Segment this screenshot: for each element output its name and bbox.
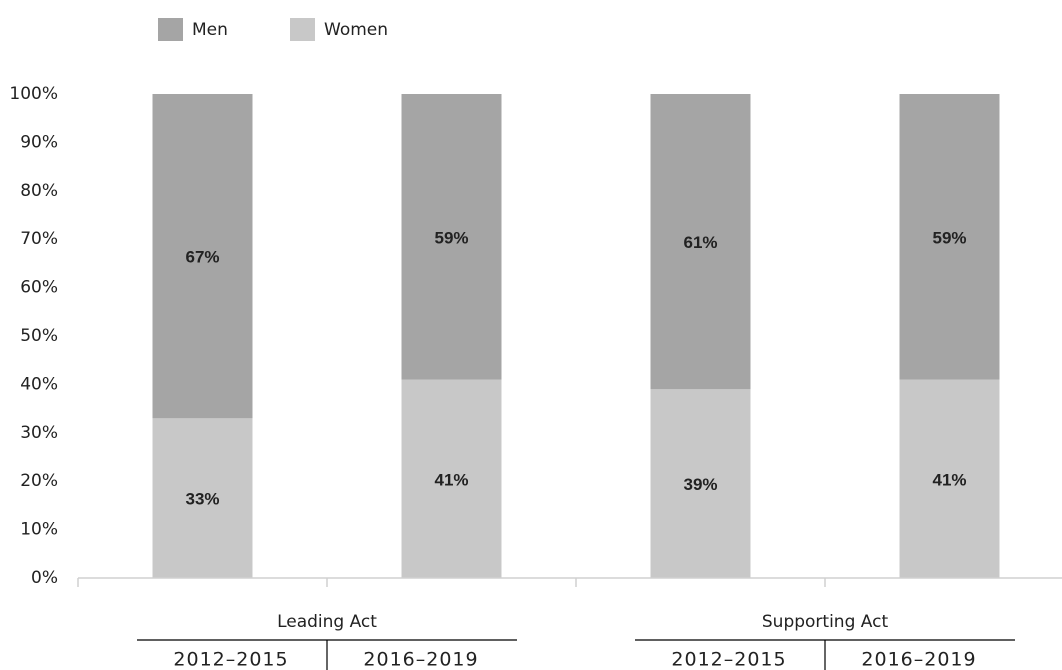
data-label: 33%	[185, 490, 219, 509]
bar-segment	[401, 94, 502, 380]
legend-label: Women	[324, 20, 388, 40]
x-tick-label: 2016–2019	[861, 649, 976, 670]
y-tick-label: 90%	[20, 132, 58, 152]
data-label: 39%	[683, 475, 717, 494]
bar-segment	[401, 379, 502, 578]
x-tick-label: 2012–2015	[671, 649, 786, 670]
x-tick-label: 2016–2019	[363, 649, 478, 670]
data-label: 41%	[434, 470, 468, 489]
data-label: 67%	[185, 248, 219, 267]
x-tick-label: 2012–2015	[173, 649, 288, 670]
bar-segment	[899, 94, 1000, 380]
y-tick-label: 30%	[20, 423, 58, 443]
bar-segment	[152, 94, 253, 419]
bar-segment	[152, 418, 253, 578]
y-tick-label: 10%	[20, 520, 58, 540]
legend-swatch	[290, 18, 315, 41]
bar-segment	[650, 389, 751, 578]
bar-segment	[899, 379, 1000, 578]
data-label: 61%	[683, 233, 717, 252]
y-tick-label: 100%	[9, 84, 58, 104]
y-tick-label: 70%	[20, 229, 58, 249]
legend-swatch	[158, 18, 183, 41]
y-tick-label: 0%	[31, 568, 58, 588]
y-tick-label: 40%	[20, 374, 58, 394]
data-label: 59%	[434, 228, 468, 247]
y-tick-label: 50%	[20, 326, 58, 346]
y-tick-label: 60%	[20, 278, 58, 298]
data-label: 59%	[932, 228, 966, 247]
group-label: Leading Act	[277, 612, 377, 632]
data-label: 41%	[932, 470, 966, 489]
y-tick-label: 80%	[20, 181, 58, 201]
legend-label: Men	[192, 20, 228, 40]
group-label: Supporting Act	[762, 612, 889, 632]
bar-segment	[650, 94, 751, 390]
y-tick-label: 20%	[20, 471, 58, 491]
